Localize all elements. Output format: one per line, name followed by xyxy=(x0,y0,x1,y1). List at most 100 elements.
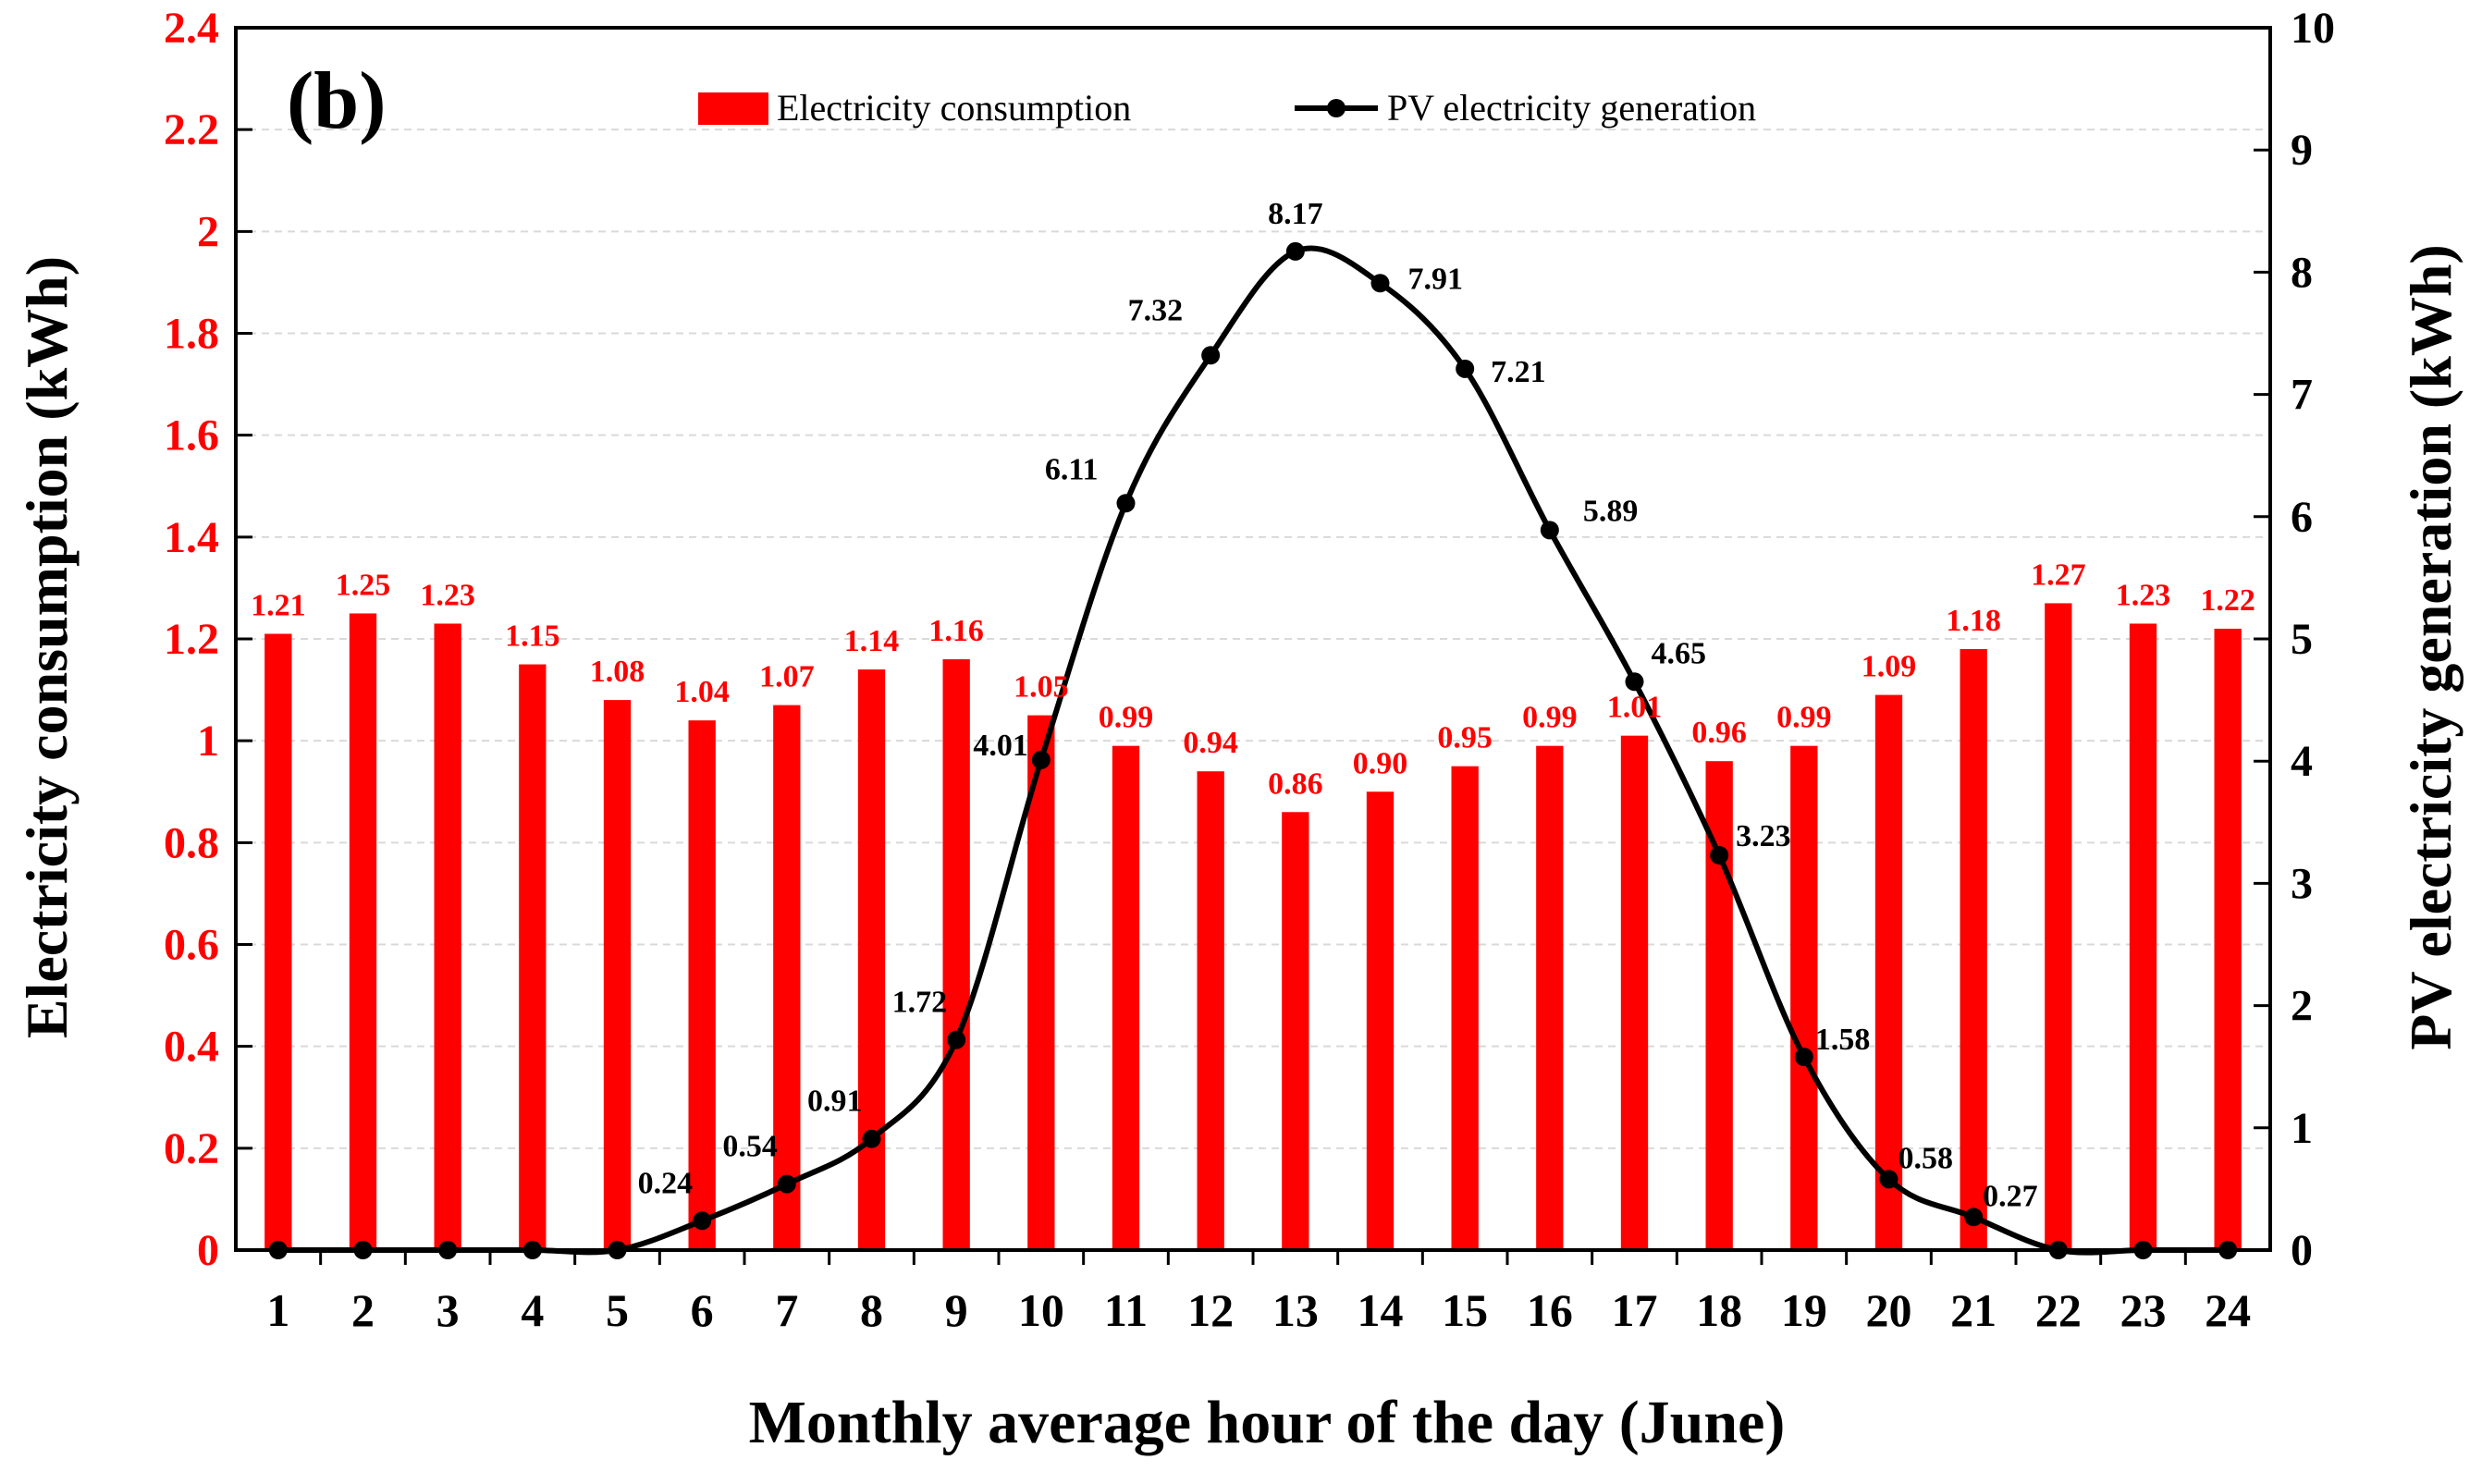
y-left-tick-label: 2.4 xyxy=(164,4,219,53)
y-right-tick-label: 2 xyxy=(2291,982,2313,1031)
bar-8 xyxy=(857,669,886,1250)
line-value-label: 5.89 xyxy=(1583,494,1639,528)
bar-11 xyxy=(1112,745,1140,1250)
x-tick-label: 11 xyxy=(1104,1284,1148,1336)
bar-value-label: 1.04 xyxy=(674,675,730,709)
pv-point-10 xyxy=(1031,750,1051,769)
line-value-label: 4.65 xyxy=(1652,636,1707,670)
bar-16 xyxy=(1536,745,1564,1250)
legend-bar-label: Electricity consumption xyxy=(777,87,1131,129)
pv-point-6 xyxy=(693,1211,712,1231)
pv-point-15 xyxy=(1456,359,1475,378)
bar-9 xyxy=(942,659,970,1250)
bar-19 xyxy=(1790,745,1818,1250)
bar-2 xyxy=(349,613,377,1250)
legend-bar-swatch xyxy=(698,92,768,125)
y-right-tick-label: 1 xyxy=(2291,1104,2313,1153)
pv-point-14 xyxy=(1370,274,1390,293)
bar-value-label: 1.27 xyxy=(2031,558,2086,592)
line-value-label: 3.23 xyxy=(1736,819,1791,853)
legend: Electricity consumption PV electricity g… xyxy=(698,87,1756,129)
x-tick-label: 8 xyxy=(860,1284,883,1336)
x-tick-label: 10 xyxy=(1018,1284,1064,1336)
bar-value-label: 1.01 xyxy=(1607,691,1663,725)
bar-4 xyxy=(519,664,547,1250)
data-labels: 1.21 1.25 1.23 1.15 1.08 1.04 1.07 1.14 1.16 1.05… xyxy=(251,197,2255,1213)
panel-label: (b) xyxy=(287,56,387,146)
x-tick-label: 9 xyxy=(945,1284,968,1336)
y-right-tick-label: 8 xyxy=(2291,248,2313,297)
line-value-label: 1.58 xyxy=(1815,1023,1871,1057)
bar-value-label: 0.90 xyxy=(1353,746,1408,780)
x-tick-label: 1 xyxy=(266,1284,289,1336)
x-tick-label: 15 xyxy=(1442,1284,1488,1336)
bar-value-label: 1.07 xyxy=(759,660,815,694)
bar-24 xyxy=(2214,628,2242,1250)
bar-13 xyxy=(1282,812,1309,1250)
y-left-tick-label: 2.2 xyxy=(164,105,219,154)
line-value-label: 1.72 xyxy=(892,986,948,1020)
x-tick-label: 2 xyxy=(351,1284,375,1336)
line-series xyxy=(268,241,2238,1259)
y-left-tick-label: 0.2 xyxy=(164,1124,219,1173)
x-tick-label: 20 xyxy=(1866,1284,1912,1336)
x-tick-label: 3 xyxy=(436,1284,460,1336)
pv-point-20 xyxy=(1879,1170,1898,1189)
bar-17 xyxy=(1620,735,1649,1250)
y-left-tick-label: 0.8 xyxy=(164,818,219,867)
line-value-label: 0.58 xyxy=(1898,1141,1954,1175)
y-right-tick-label: 9 xyxy=(2291,126,2313,175)
x-tick-label: 18 xyxy=(1696,1284,1742,1336)
bar-value-label: 1.08 xyxy=(590,655,645,689)
bar-value-label: 1.18 xyxy=(1946,604,2001,638)
x-tick-label: 17 xyxy=(1612,1284,1658,1336)
line-value-label: 0.27 xyxy=(1983,1179,2038,1213)
pv-point-16 xyxy=(1540,521,1559,540)
y-right-tick-label: 7 xyxy=(2291,371,2313,420)
y-left-tick-label: 1.8 xyxy=(164,310,219,359)
line-value-label: 7.21 xyxy=(1491,355,1546,389)
x-tick-label: 4 xyxy=(521,1284,544,1336)
pv-point-7 xyxy=(777,1174,796,1194)
y-left-tick-label: 0.6 xyxy=(164,921,219,970)
bar-7 xyxy=(773,705,801,1250)
y-left-tick-label: 0.4 xyxy=(164,1023,219,1072)
x-tick-label: 16 xyxy=(1527,1284,1573,1336)
y-left-tick-label: 2 xyxy=(197,207,219,256)
y-left-tick-label: 0 xyxy=(197,1226,219,1275)
pv-point-13 xyxy=(1285,241,1305,261)
x-tick-label: 12 xyxy=(1187,1284,1234,1336)
bar-value-label: 1.22 xyxy=(2200,583,2255,618)
bar-12 xyxy=(1197,771,1224,1250)
pv-point-17 xyxy=(1625,672,1644,692)
y-axis-title-left: Electricity consumption (kWh) xyxy=(14,256,80,1038)
line-value-label: 0.24 xyxy=(638,1166,694,1200)
x-tick-label: 22 xyxy=(2035,1284,2082,1336)
line-value-label: 6.11 xyxy=(1045,452,1099,486)
line-value-label: 0.54 xyxy=(722,1130,778,1164)
bar-21 xyxy=(1960,649,1987,1250)
bar-value-label: 0.99 xyxy=(1522,701,1578,735)
x-tick-label: 7 xyxy=(775,1284,798,1336)
bar-5 xyxy=(603,700,632,1250)
bar-value-label: 1.14 xyxy=(844,624,900,658)
bar-value-label: 0.86 xyxy=(1268,767,1323,801)
x-tick-label: 21 xyxy=(1950,1284,1997,1336)
bar-18 xyxy=(1705,761,1733,1250)
y-left-tick-label: 1.4 xyxy=(164,513,219,562)
y-right-tick-label: 3 xyxy=(2291,859,2313,908)
bar-15 xyxy=(1451,766,1479,1250)
y-left-tick-label: 1.2 xyxy=(164,615,219,664)
bar-20 xyxy=(1874,694,1903,1250)
y-right-tick-label: 10 xyxy=(2291,4,2335,53)
bar-value-label: 0.99 xyxy=(1099,701,1154,735)
bar-value-label: 1.16 xyxy=(928,614,984,648)
line-value-label: 8.17 xyxy=(1268,197,1323,231)
legend-line-label: PV electricity generation xyxy=(1387,87,1756,129)
bar-value-label: 1.09 xyxy=(1862,650,1917,684)
bar-value-label: 0.95 xyxy=(1437,721,1493,755)
bar-value-label: 1.23 xyxy=(420,578,475,612)
bar-value-label: 1.25 xyxy=(336,568,391,602)
bar-10 xyxy=(1027,715,1055,1250)
y-right-tick-label: 4 xyxy=(2291,737,2313,786)
